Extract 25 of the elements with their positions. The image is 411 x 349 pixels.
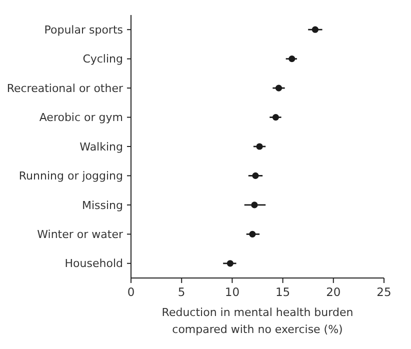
y-tick-label: Missing (82, 198, 123, 212)
point (251, 202, 258, 208)
x-tick-label: 20 (326, 285, 341, 299)
point (256, 143, 263, 150)
y-tick-label: Running or jogging (18, 170, 123, 183)
y-tick-label: Popular sports (44, 23, 124, 36)
x-tick-label: 25 (376, 285, 392, 299)
y-tick-label: Walking (80, 140, 123, 154)
y-tick-label: Winter or water (37, 228, 124, 242)
y-tick-label: Recreational or other (6, 82, 124, 95)
y-tick-label: Cycling (82, 52, 123, 66)
x-tick-label: 5 (178, 285, 186, 299)
point (312, 26, 318, 33)
x-axis-title: Reduction in mental health burden compared with no exercise (%) (162, 306, 354, 336)
y-tick-label: Household (64, 257, 123, 270)
x-tick-label: 10 (224, 285, 240, 299)
x-tick-label: 15 (275, 285, 290, 299)
point (275, 84, 282, 92)
point (272, 114, 280, 121)
point (288, 56, 296, 62)
y-tick-label: Aerobic or gym (39, 111, 123, 124)
point (226, 260, 234, 267)
point (252, 172, 259, 180)
point (249, 230, 256, 238)
x-tick-label: 0 (127, 285, 135, 299)
